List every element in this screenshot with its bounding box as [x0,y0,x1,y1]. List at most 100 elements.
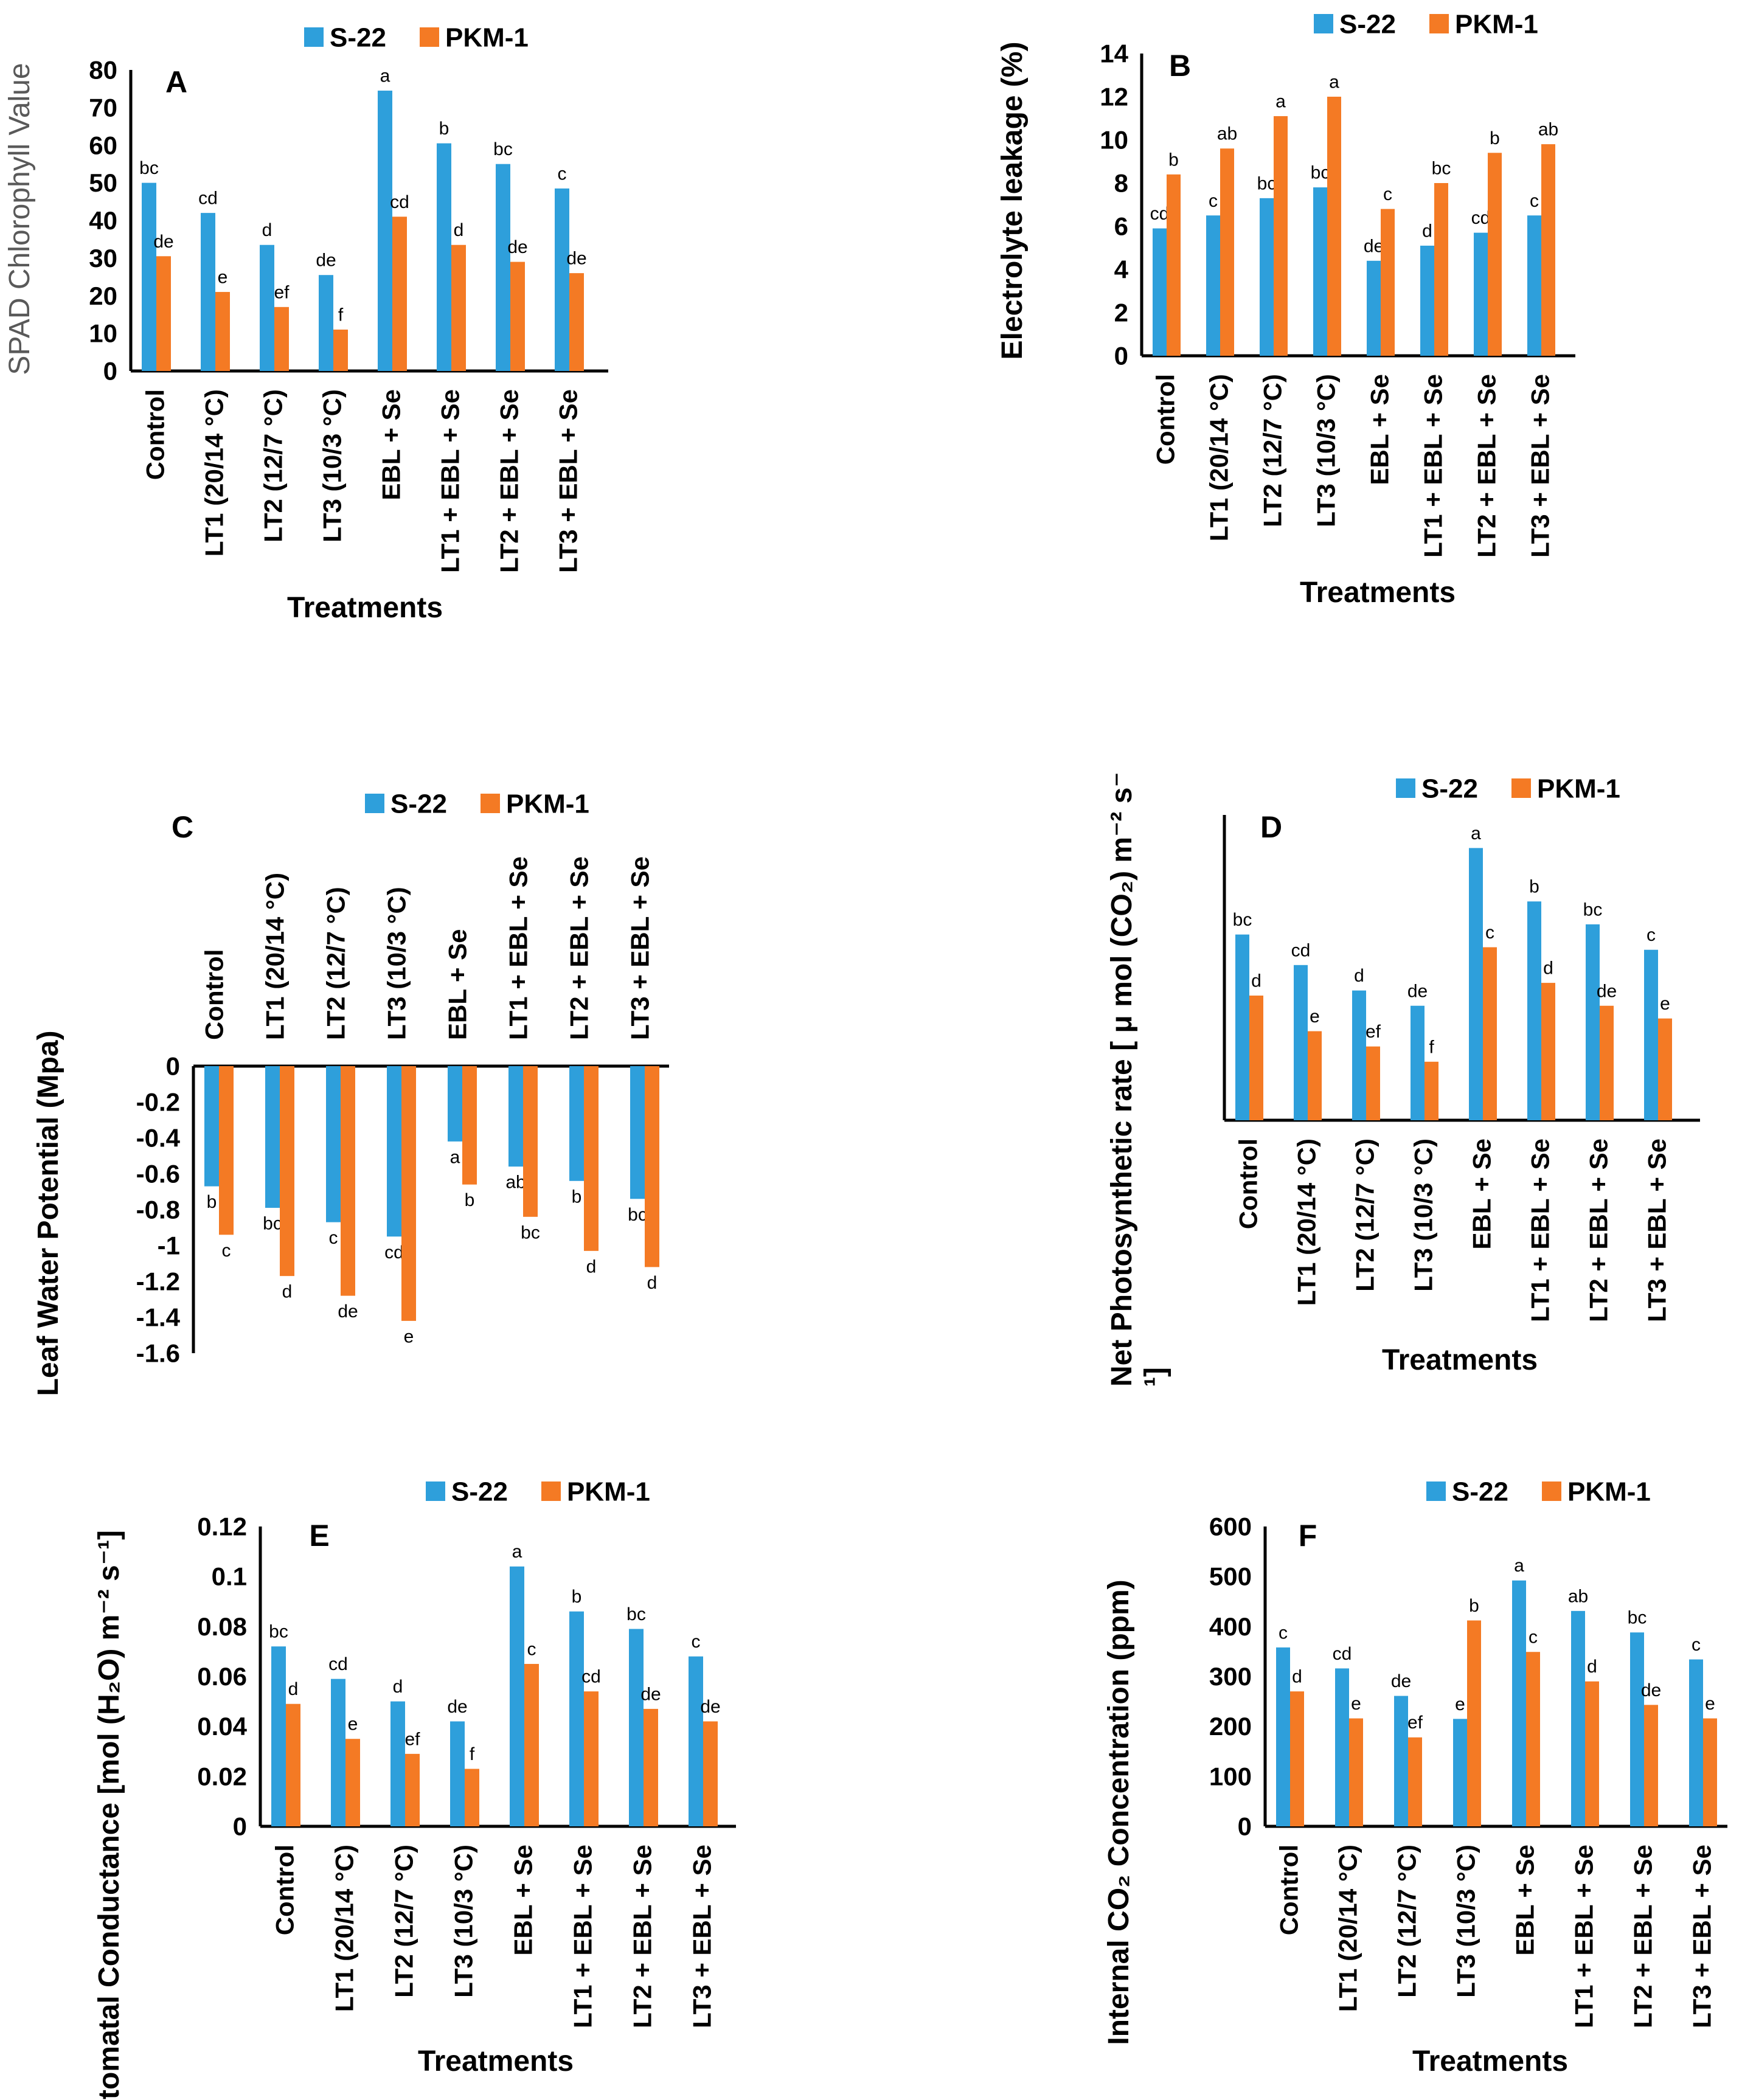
legend-swatch-pkm1 [1511,778,1531,798]
significance-letter-s22: d [262,220,272,240]
significance-letter-s22: ab [1568,1586,1588,1606]
significance-letter-s22: c [558,164,567,184]
category-label: LT3 (10/3 °C) [1452,1845,1480,1998]
legend-label-s22: S-22 [1421,774,1478,804]
category-label: LT2 + EBL + Se [565,856,594,1040]
panel-letter: A [165,65,187,99]
significance-letter-pkm1: bc [1432,159,1451,179]
category-label: LT1 + EBL + Se [1570,1845,1598,2028]
bar-pkm1 [1290,1691,1304,1826]
legend-label-s22: S-22 [451,1477,508,1507]
bar-pkm1 [274,307,289,371]
significance-letter-s22: c [329,1228,338,1248]
bar-s22 [1276,1647,1290,1826]
significance-letter-pkm1: e [1660,994,1670,1014]
y-tick-label: 8 [1114,169,1128,198]
bar-s22 [1335,1668,1349,1826]
bar-pkm1 [1483,947,1497,1120]
category-label: LT1 + EBL + Se [1419,374,1448,558]
significance-letter-pkm1: bc [521,1222,540,1242]
bar-s22 [271,1646,286,1826]
significance-letter-pkm1: de [338,1301,358,1322]
legend-swatch-pkm1 [541,1481,561,1501]
category-label: LT3 + EBL + Se [1526,374,1555,558]
y-tick-label: -1.4 [136,1303,181,1332]
bar-s22 [390,1701,405,1826]
legend-swatch-s22 [426,1481,445,1501]
y-tick-label: 0 [103,357,117,386]
legend-label-s22: S-22 [330,23,386,53]
bar-s22 [1411,1005,1424,1120]
significance-letter-pkm1: e [1351,1694,1361,1714]
significance-letter-s22: c [1647,925,1656,945]
significance-letter-pkm1: a [1329,72,1339,92]
bar-pkm1 [1327,97,1341,356]
significance-letter-s22: a [380,66,390,86]
significance-letter-s22: de [447,1697,467,1717]
bar-s22 [569,1066,584,1181]
significance-letter-s22: bc [1233,910,1252,930]
y-tick-label: 400 [1209,1612,1252,1641]
legend-label-s22: S-22 [1452,1477,1508,1507]
legend-swatch-s22 [1314,14,1333,33]
significance-letter-s22: a [512,1542,522,1562]
bar-pkm1 [1220,148,1234,356]
bar-s22 [378,91,392,371]
y-tick-label: 100 [1209,1762,1252,1790]
panel-letter: B [1169,49,1191,83]
y-tick-label: 4 [1114,255,1129,284]
bar-pkm1 [645,1066,659,1267]
x-axis-title: Treatments [287,592,443,624]
significance-letter-s22: a [1514,1556,1524,1576]
y-tick-label: -1.2 [136,1267,180,1296]
significance-letter-pkm1: ab [1538,120,1558,140]
legend: S-22 PKM-1 [426,1477,650,1507]
significance-letter-s22: bc [1311,163,1330,183]
bar-s22 [1469,848,1483,1120]
bar-pkm1 [401,1066,416,1321]
bar-pkm1 [345,1739,360,1826]
legend: S-22 PKM-1 [1426,1477,1651,1507]
bar-pkm1 [644,1708,658,1826]
category-label: LT2 (12/7 °C) [322,887,350,1040]
chart-panel-f: F S-22 PKM-1 0 100 200 300 400 500 600 Internal CO… [1103,1477,1727,2077]
category-label: EBL + Se [1365,374,1394,485]
significance-letter-pkm1: b [1469,1596,1479,1616]
bar-pkm1 [1249,996,1263,1120]
significance-letter-s22: c [1209,191,1218,211]
significance-letter-s22: cd [1471,208,1491,228]
bar-s22 [1586,924,1600,1120]
x-axis-title: Treatments [1382,1344,1538,1376]
significance-letter-pkm1: d [1292,1667,1302,1687]
x-axis-title: Treatments [1412,2045,1568,2077]
y-tick-label: 500 [1209,1562,1252,1591]
bar-s22 [1235,934,1249,1120]
significance-letter-pkm1: ef [404,1729,420,1749]
bar-s22 [1420,245,1434,356]
category-label: Control [1234,1138,1263,1229]
legend-label-pkm1: PKM-1 [1537,774,1620,804]
category-label: LT3 + EBL + Se [688,1845,717,2028]
y-tick-label: 50 [89,168,117,197]
legend-label-s22: S-22 [390,789,447,819]
category-label: LT3 + EBL + Se [554,389,583,573]
bar-s22 [142,182,156,371]
significance-letter-s22: c [1530,191,1539,211]
significance-letter-s22: bc [1583,899,1603,920]
bar-s22 [569,1611,584,1826]
significance-letter-pkm1: d [647,1273,658,1293]
panel-letter: D [1260,810,1282,844]
y-tick-label: 20 [89,282,117,310]
significance-letter-s22: bc [1257,173,1277,193]
y-axis-title: Electrolyte leakage (%) [996,42,1029,360]
legend-swatch-pkm1 [481,794,500,813]
panel-letter: F [1299,1519,1317,1553]
bar-s22 [1260,198,1274,356]
category-label: EBL + Se [509,1845,538,1955]
bar-pkm1 [215,292,230,371]
bar-s22 [1294,965,1308,1120]
bar-pkm1 [1308,1031,1322,1120]
bar-s22 [1527,901,1541,1120]
category-label: LT1 (20/14 °C) [1334,1845,1362,2012]
